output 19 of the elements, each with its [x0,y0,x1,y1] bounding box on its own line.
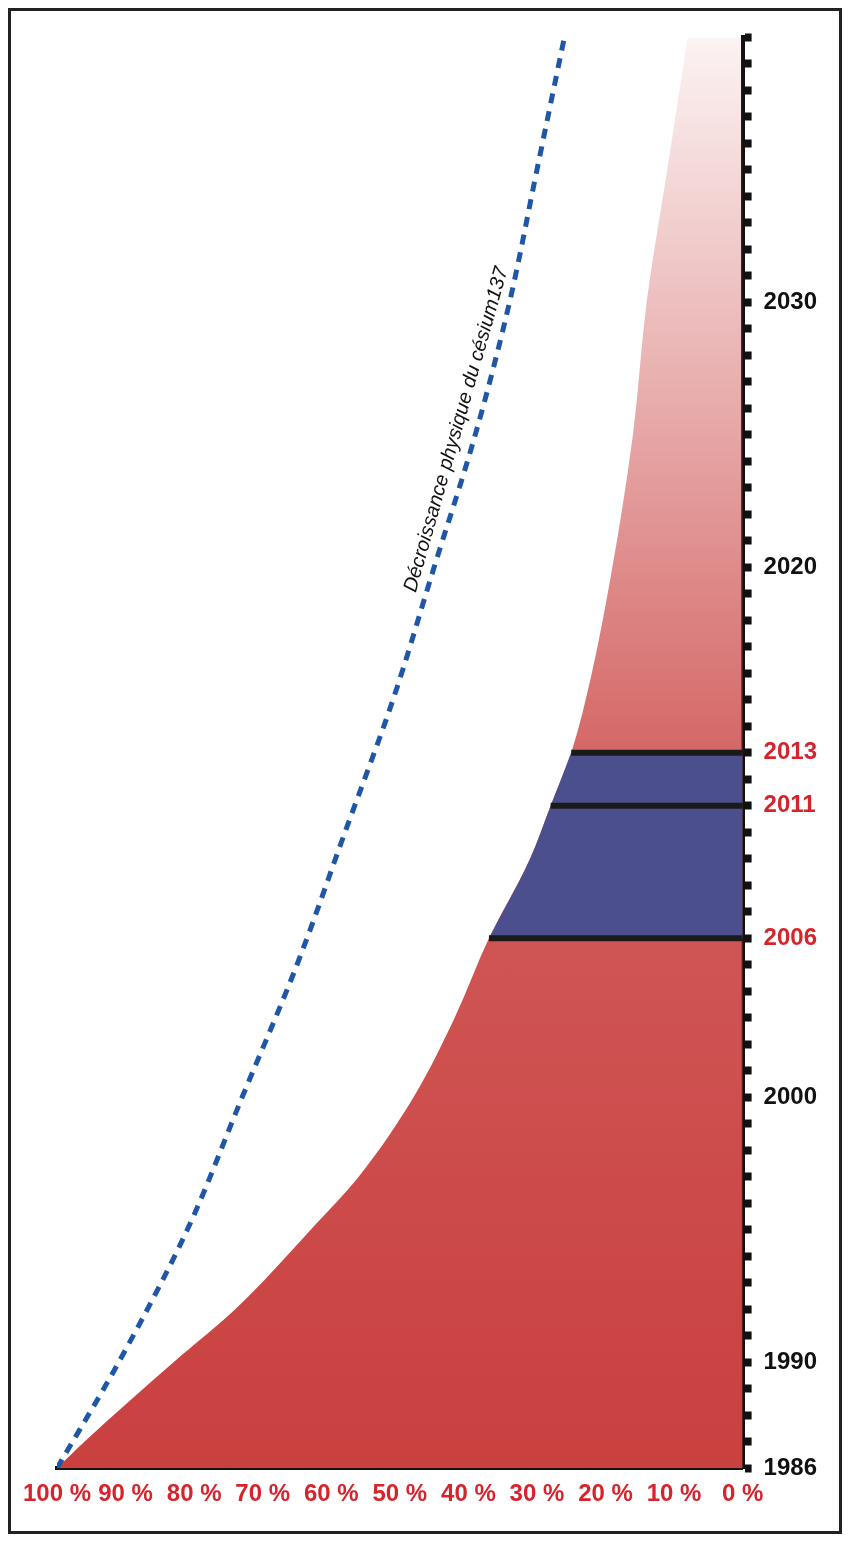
x-tick-label: 70 % [235,1479,291,1507]
x-tick-label: 40 % [441,1479,496,1507]
x-tick-label: 0 % [721,1479,764,1507]
y-tick-label: 2006 [763,922,817,950]
x-tick-label: 10 % [646,1479,702,1507]
y-tick-label: 1990 [763,1346,817,1374]
y-tick-label: 2000 [763,1081,817,1109]
x-tick-label: 100 % [22,1479,92,1507]
x-tick-label: 50 % [372,1479,428,1507]
x-tick-label: 20 % [578,1479,633,1507]
x-tick-label: 60 % [303,1479,359,1507]
x-tick-label: 80 % [166,1479,222,1507]
y-tick-label: 2013 [763,737,817,765]
y-tick-label: 2030 [763,286,817,314]
y-tick-label: 1986 [763,1452,817,1480]
y-tick-label: 2011 [763,790,816,818]
x-tick-label: 30 % [509,1479,565,1507]
y-tick-label: 2020 [763,551,817,579]
x-tick-label: 90 % [98,1479,153,1507]
